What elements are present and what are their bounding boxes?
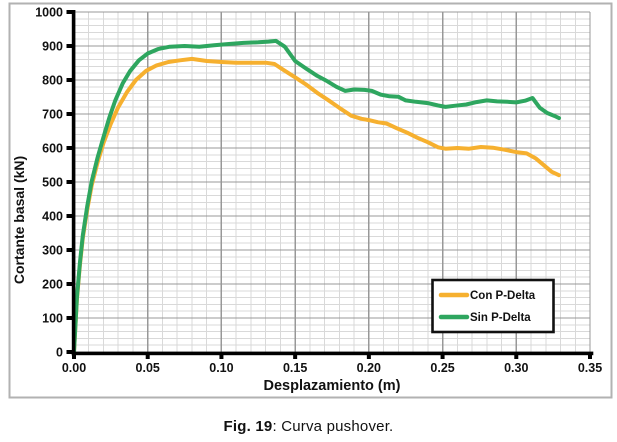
gridlines [74,11,591,352]
axes [66,10,594,359]
svg-text:0.05: 0.05 [136,361,160,375]
svg-text:600: 600 [42,142,63,156]
svg-text:900: 900 [42,40,63,54]
svg-text:0.20: 0.20 [357,361,381,375]
series-line-con-p-delta [72,56,561,354]
svg-text:400: 400 [42,210,63,224]
x-axis-title: Desplazamiento (m) [264,378,401,394]
legend-label-con-p-delta: Con P-Delta [470,290,536,302]
svg-text:300: 300 [42,244,63,258]
pushover-chart: 0 100 200 300 400 500 600 700 800 900 1000 0.00 0.05… [8,2,613,399]
legend: Con P-Delta Sin P-Delta [431,278,555,334]
svg-text:0.00: 0.00 [62,361,86,375]
svg-text:800: 800 [42,74,63,88]
svg-text:200: 200 [42,278,63,292]
svg-text:700: 700 [42,108,63,122]
caption-text: : Curva pushover. [272,418,394,435]
tick-labels: 0 100 200 300 400 500 600 700 800 900 1000 0.00 0.05… [35,6,602,376]
svg-text:100: 100 [42,312,63,326]
svg-text:0.35: 0.35 [578,361,602,375]
y-axis-title: Cortante basal (kN) [11,156,27,284]
legend-box [431,278,555,334]
svg-text:0.30: 0.30 [504,361,528,375]
svg-text:1000: 1000 [35,6,63,20]
svg-text:0: 0 [56,346,63,360]
caption-figure-number: Fig. 19 [223,418,273,435]
svg-text:0.25: 0.25 [430,361,454,375]
svg-text:0.10: 0.10 [209,361,233,375]
svg-text:0.15: 0.15 [283,361,307,375]
legend-label-sin-p-delta: Sin P-Delta [470,312,531,324]
svg-text:500: 500 [42,176,63,190]
figure-caption: Fig. 19: Curva pushover. [0,418,617,435]
series-line-sin-p-delta [72,38,561,354]
